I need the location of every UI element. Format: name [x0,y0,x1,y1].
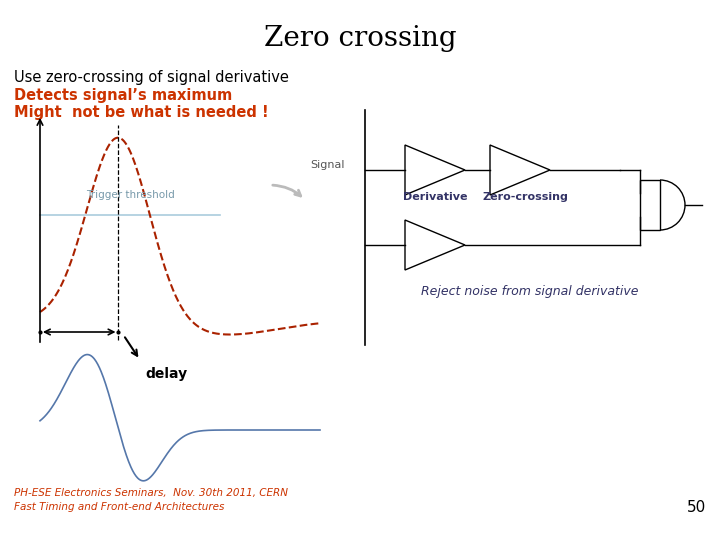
Text: PH-ESE Electronics Seminars,  Nov. 30th 2011, CERN
Fast Timing and Front-end Arc: PH-ESE Electronics Seminars, Nov. 30th 2… [14,488,288,512]
Text: 50: 50 [687,500,706,515]
Text: Use zero-crossing of signal derivative: Use zero-crossing of signal derivative [14,70,289,85]
Text: Zero-crossing: Zero-crossing [482,192,568,202]
Text: Might  not be what is needed !: Might not be what is needed ! [14,105,269,120]
Text: Reject noise from signal derivative: Reject noise from signal derivative [421,285,639,298]
Text: Zero crossing: Zero crossing [264,25,456,52]
Text: delay: delay [145,367,187,381]
Text: Detects signal’s maximum: Detects signal’s maximum [14,88,233,103]
Text: Derivative: Derivative [402,192,467,202]
Text: Trigger threshold: Trigger threshold [86,190,174,200]
Text: Signal: Signal [310,160,344,170]
